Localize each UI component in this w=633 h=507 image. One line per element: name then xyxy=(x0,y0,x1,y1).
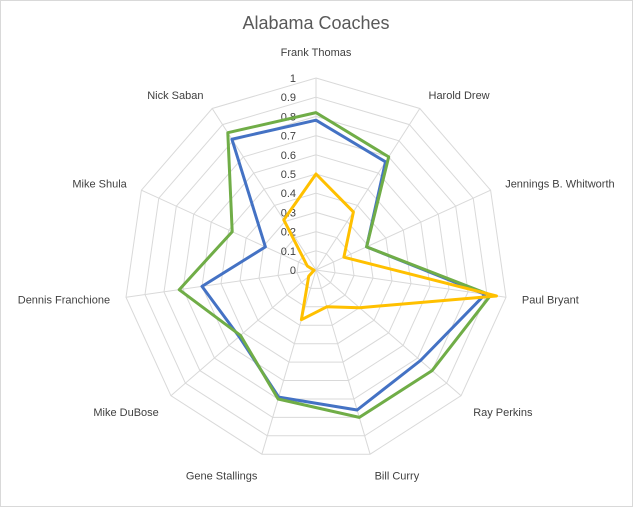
category-label: Gene Stallings xyxy=(186,471,258,483)
category-label: Mike Shula xyxy=(72,179,127,191)
grid-ring xyxy=(125,77,507,455)
chart-title: Alabama Coaches xyxy=(242,13,389,33)
tick-label: 0.9 xyxy=(281,92,296,104)
category-label: Ray Perkins xyxy=(473,407,533,419)
grid-spoke xyxy=(315,269,371,455)
category-labels: Frank Thomas Harold Drew Jennings B. Whitw… xyxy=(18,47,615,483)
category-label: Bill Curry xyxy=(375,471,420,483)
tick-label: 0.4 xyxy=(281,188,296,200)
grid-spoke xyxy=(211,108,317,271)
tick-label: 0.5 xyxy=(281,169,296,181)
grid-ring xyxy=(239,192,393,345)
grid-spoke xyxy=(261,269,317,455)
series-line-3 xyxy=(282,172,498,322)
radar-grid xyxy=(125,77,507,455)
grid-spoke xyxy=(125,269,317,298)
grid-ring xyxy=(144,96,488,437)
tick-label: 0.1 xyxy=(281,246,296,258)
series-line-2 xyxy=(177,111,493,419)
category-label: Nick Saban xyxy=(147,90,203,102)
grid-ring xyxy=(201,154,431,381)
grid-spoke xyxy=(315,269,462,397)
grid-spoke xyxy=(141,189,317,271)
tick-label: 1 xyxy=(290,73,296,85)
series-group xyxy=(177,111,498,419)
grid-spoke xyxy=(170,269,317,397)
grid-ring xyxy=(296,250,336,289)
grid-spoke xyxy=(315,108,421,271)
grid-ring xyxy=(220,173,412,363)
grid-ring xyxy=(258,211,374,326)
category-label: Mike DuBose xyxy=(93,407,158,419)
tick-label: 0 xyxy=(290,265,296,277)
radial-axis-ticks: 00.10.20.30.40.50.60.70.80.91 xyxy=(281,73,296,277)
category-label: Jennings B. Whitworth xyxy=(505,179,614,191)
grid-spoke xyxy=(315,269,507,298)
tick-label: 0.7 xyxy=(281,131,296,143)
category-label: Frank Thomas xyxy=(281,47,352,59)
category-label: Paul Bryant xyxy=(522,295,579,307)
grid-ring xyxy=(277,231,355,308)
tick-label: 0.6 xyxy=(281,150,296,162)
grid-ring xyxy=(163,115,469,418)
category-label: Dennis Franchione xyxy=(18,295,110,307)
category-label: Harold Drew xyxy=(429,90,490,102)
grid-ring xyxy=(182,135,450,400)
